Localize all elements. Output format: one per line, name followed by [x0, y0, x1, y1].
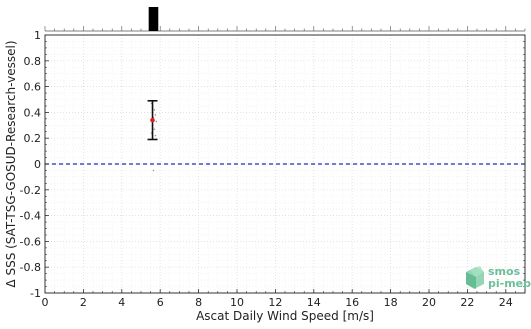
x-tick-label: 8	[195, 296, 202, 309]
x-tick-label: 6	[157, 296, 164, 309]
x-tick-label: 12	[268, 296, 282, 309]
x-tick-label: 2	[80, 296, 87, 309]
scatter-point	[154, 114, 157, 116]
y-tick-label: -0.6	[20, 235, 41, 248]
x-tick-label: 10	[230, 296, 244, 309]
error-bar	[147, 99, 158, 141]
y-tick-label: 0.6	[24, 81, 42, 94]
x-tick-label: 14	[307, 296, 321, 309]
x-tick-label: 4	[118, 296, 125, 309]
y-axis-label: Δ SSS (SAT-TSG-GOSUD-Research-vessel)	[4, 40, 18, 287]
x-tick-label: 20	[422, 296, 436, 309]
histogram-axis	[44, 26, 526, 32]
scatter-point	[152, 169, 155, 172]
smos-pi-mep-logo: smos pi-mep	[466, 265, 531, 290]
x-tick-label: 22	[460, 296, 474, 309]
y-tick-label: -0.2	[20, 184, 41, 197]
x-tick-label: 16	[345, 296, 359, 309]
x-ticks: 0 2 4 6 8 10 12 14 16 18 20 22 24	[42, 289, 526, 309]
mean-point	[150, 117, 155, 123]
y-tick-label: -1	[30, 287, 41, 300]
x-tick-label: 24	[499, 296, 513, 309]
histogram	[148, 7, 159, 31]
y-tick-label: 1	[34, 29, 41, 42]
y-tick-label: -0.8	[20, 261, 41, 274]
y-tick-label: 0.8	[24, 55, 42, 68]
y-tick-label: 0	[34, 158, 41, 171]
scatter-point	[153, 128, 156, 130]
scatter-point	[153, 109, 156, 111]
x-tick-label: 0	[42, 296, 49, 309]
y-tick-label: 0.4	[24, 106, 42, 119]
y-ticks: -1 -0.8 -0.6 -0.4 -0.2 0 0.2 0.4 0.6 0.8 1	[20, 29, 525, 300]
x-tick-label: 18	[384, 296, 398, 309]
scatter-point	[154, 134, 157, 137]
logo-line2: pi-mep	[488, 277, 531, 290]
x-axis-label: Ascat Daily Wind Speed [m/s]	[196, 309, 374, 323]
y-tick-label: 0.2	[24, 132, 42, 145]
scatter-point	[155, 120, 158, 123]
histogram-bar	[148, 7, 159, 31]
logo-line1: smos	[488, 265, 521, 278]
y-tick-label: -0.4	[20, 210, 41, 223]
grid	[44, 34, 526, 294]
